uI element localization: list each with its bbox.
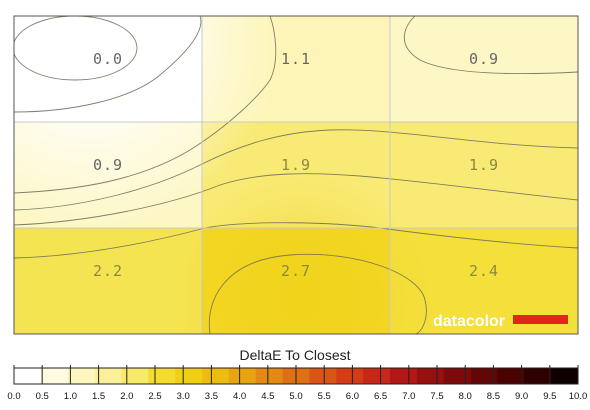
color-swatch <box>67 368 95 384</box>
color-scale-tick-label: 8.0 <box>459 391 472 402</box>
color-swatch <box>175 368 203 384</box>
logo-text: datacolor <box>433 313 505 330</box>
contour-1 <box>14 16 202 113</box>
value-label: 2.2 <box>93 262 123 280</box>
logo-bar <box>513 315 568 324</box>
color-swatch <box>363 368 391 384</box>
color-swatch <box>255 368 283 384</box>
datacolor-logo: datacolor <box>433 313 568 330</box>
color-swatch <box>524 368 552 384</box>
color-swatch <box>228 368 257 384</box>
color-scale-tick-label: 5.5 <box>318 391 331 402</box>
contour-7 <box>403 16 578 75</box>
color-scale-tick-label: 0.0 <box>7 391 20 402</box>
color-swatch <box>94 368 122 384</box>
color-swatch <box>336 368 364 384</box>
color-swatch <box>40 368 69 384</box>
contour-0 <box>14 16 138 81</box>
contour-2 <box>14 16 277 194</box>
color-scale-tick-label: 3.0 <box>177 391 190 402</box>
color-swatch <box>121 368 149 384</box>
value-label: 1.9 <box>469 156 499 174</box>
color-scale-tick-label: 2.0 <box>120 391 133 402</box>
color-swatch <box>416 368 445 384</box>
color-scale-tick-label: 4.5 <box>261 391 274 402</box>
color-scale-tick-label: 6.5 <box>374 391 387 402</box>
contour-lines <box>14 16 578 334</box>
color-scale-tick-label: 8.5 <box>487 391 500 402</box>
color-scale-ticks: 0.0 0.5 1.0 1.5 2.0 2.5 3.0 3.5 4.0 4.5 5.0 5.5 6.0 6… <box>7 365 587 402</box>
color-scale-tick-label: 6.0 <box>346 391 359 402</box>
contour-6 <box>208 253 427 334</box>
color-scale-tick-label: 1.0 <box>64 391 77 402</box>
value-labels: 0.0 1.1 0.9 0.9 1.9 1.9 2.2 2.7 2.4 <box>93 50 499 280</box>
color-scale-title: DeltaE To Closest <box>239 347 351 363</box>
color-scale-tick-label: 9.5 <box>543 391 556 402</box>
color-swatch <box>14 368 42 384</box>
color-scale-tick-label: 1.5 <box>92 391 105 402</box>
color-swatch <box>551 368 579 384</box>
color-scale-tick-label: 3.5 <box>205 391 218 402</box>
value-label: 1.9 <box>281 156 311 174</box>
value-label: 1.1 <box>281 50 311 68</box>
contour-5 <box>14 222 578 259</box>
value-label: 0.0 <box>93 50 123 68</box>
value-label: 0.9 <box>93 156 123 174</box>
color-swatch <box>470 368 498 384</box>
grid-lines <box>14 16 578 334</box>
value-label: 2.4 <box>469 262 499 280</box>
color-swatch <box>443 368 471 384</box>
color-swatch <box>148 368 176 384</box>
color-scale-tick-label: 0.5 <box>36 391 49 402</box>
color-scale-tick-label: 7.5 <box>430 391 443 402</box>
color-scale-tick-label: 7.0 <box>402 391 415 402</box>
color-scale-tick-label: 5.0 <box>289 391 302 402</box>
color-swatch <box>497 368 525 384</box>
value-label: 0.9 <box>469 50 499 68</box>
contour-3 <box>14 129 578 211</box>
color-swatch <box>390 368 418 384</box>
color-scale-tick-label: 4.0 <box>233 391 246 402</box>
low-value-shading <box>14 16 578 334</box>
contour-4 <box>14 173 578 226</box>
color-swatch <box>202 368 230 384</box>
plot-border <box>13 15 579 335</box>
color-scale-tick-label: 10.0 <box>569 391 588 402</box>
color-scale-tick-label: 2.5 <box>148 391 161 402</box>
color-swatch <box>309 368 337 384</box>
color-scale-tick-label: 9.0 <box>515 391 528 402</box>
value-label: 2.7 <box>281 262 311 280</box>
